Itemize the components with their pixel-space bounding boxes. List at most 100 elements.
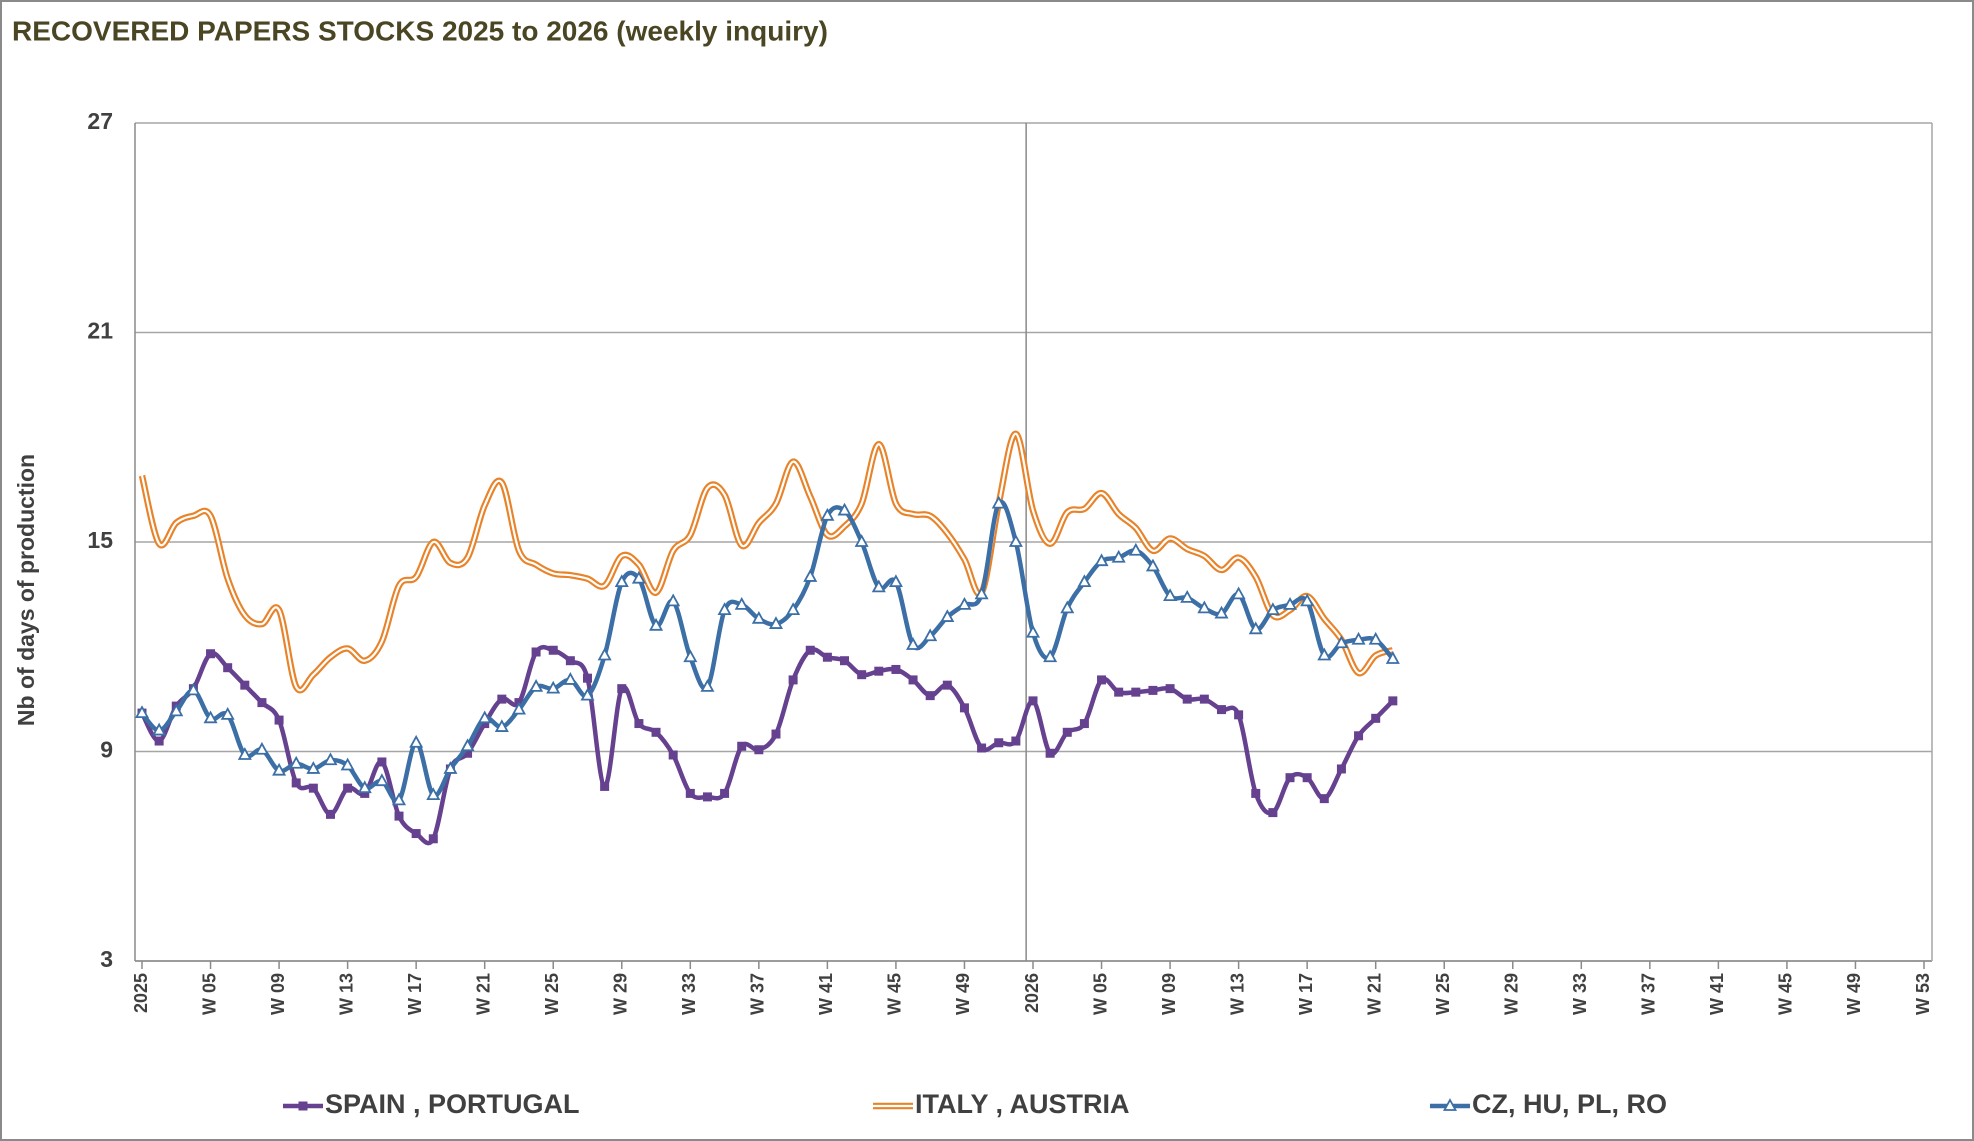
x-tick-label: W 21: [473, 973, 493, 1015]
point: [394, 811, 404, 821]
point: [1336, 764, 1346, 774]
point: [1145, 558, 1160, 572]
point: [546, 680, 561, 694]
point: [820, 507, 835, 521]
point: [1025, 624, 1041, 638]
point: [1268, 808, 1278, 818]
x-tick-label: W 45: [885, 973, 905, 1015]
point: [443, 761, 458, 774]
point: [1231, 586, 1246, 600]
y-axis-label: Nb of days of production: [13, 454, 39, 726]
point: [977, 743, 987, 753]
point: [357, 780, 372, 794]
point: [360, 788, 370, 798]
point: [1317, 647, 1332, 661]
x-tick-label: 2025: [131, 973, 151, 1013]
point: [477, 710, 492, 724]
point: [374, 773, 389, 787]
point: [702, 792, 712, 802]
y-tick-label: 3: [100, 946, 113, 972]
point: [220, 706, 235, 720]
point: [494, 719, 509, 732]
point: [1214, 605, 1229, 619]
legend-label: CZ, HU, PL, RO: [1472, 1089, 1667, 1119]
x-tick-label: W 53: [1913, 973, 1933, 1015]
point: [1180, 589, 1195, 603]
point: [1371, 713, 1381, 723]
point: [1282, 596, 1298, 610]
point: [580, 687, 595, 701]
point: [668, 750, 678, 760]
point: [583, 673, 592, 683]
point: [651, 727, 661, 737]
x-tick-label: W 25: [542, 973, 562, 1015]
point: [737, 741, 747, 751]
point: [1165, 684, 1175, 694]
point: [685, 788, 695, 798]
point: [325, 809, 335, 819]
y-tick-label: 27: [87, 108, 113, 134]
x-tick-label: W 13: [336, 973, 356, 1015]
point: [529, 679, 544, 692]
point: [377, 757, 387, 767]
legend-marker: [1442, 1098, 1458, 1111]
point: [768, 616, 784, 629]
point: [617, 684, 627, 694]
point: [152, 722, 167, 736]
point: [1199, 694, 1209, 704]
point: [463, 748, 473, 758]
point: [134, 705, 150, 718]
point: [428, 834, 438, 844]
point: [480, 719, 490, 729]
point: [597, 647, 612, 661]
point: [991, 495, 1006, 509]
point: [223, 663, 233, 673]
point: [240, 680, 250, 690]
point: [1163, 588, 1178, 602]
point: [631, 570, 646, 584]
point: [771, 729, 781, 739]
point: [1011, 736, 1021, 746]
point: [272, 762, 287, 776]
point: [1334, 635, 1349, 649]
legend-label: SPAIN , PORTUGAL: [325, 1089, 580, 1119]
point: [720, 788, 730, 798]
point: [1368, 631, 1383, 645]
point: [614, 574, 629, 588]
point: [563, 672, 578, 685]
point: [1148, 685, 1158, 695]
point: [1182, 694, 1192, 704]
point: [857, 670, 867, 680]
point: [343, 783, 353, 793]
point: [548, 645, 558, 655]
point: [1248, 621, 1263, 635]
x-tick-label: W 17: [1296, 973, 1316, 1015]
point: [1385, 651, 1400, 664]
point: [274, 715, 284, 725]
point: [1094, 553, 1109, 567]
point: [257, 698, 267, 708]
point: [803, 569, 818, 582]
point: [186, 682, 201, 696]
chart-title: RECOVERED PAPERS STOCKS 2025 to 2026 (we…: [12, 15, 828, 46]
point: [786, 602, 801, 615]
point: [1285, 773, 1295, 783]
point: [994, 738, 1004, 748]
point: [888, 574, 903, 588]
point: [1319, 794, 1329, 804]
point: [683, 649, 698, 663]
point: [942, 680, 952, 690]
point: [460, 738, 475, 752]
x-tick-label: 2026: [1022, 973, 1042, 1013]
point: [906, 637, 921, 650]
point: [1111, 549, 1126, 563]
point: [754, 745, 764, 755]
point: [666, 593, 681, 607]
point: [959, 703, 969, 713]
point: [289, 755, 304, 769]
x-tick-label: W 25: [1433, 973, 1453, 1015]
point: [340, 757, 355, 771]
point: [1131, 687, 1141, 697]
point: [1008, 534, 1023, 547]
point: [925, 691, 935, 701]
